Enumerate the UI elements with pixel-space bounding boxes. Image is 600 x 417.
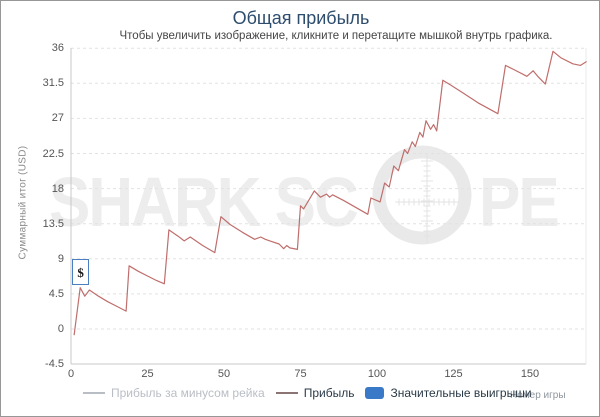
gridlines <box>71 47 586 330</box>
scope-watermark-icon <box>372 145 472 245</box>
x-axis-title: Номер игры <box>510 390 566 401</box>
significant-win-marker: $ <box>72 258 90 285</box>
x-tick-label: 50 <box>217 368 231 380</box>
y-tick-label: 22.5 <box>42 147 64 160</box>
chart-title: Общая прибыль <box>232 8 370 28</box>
x-tick-label: 25 <box>141 368 154 380</box>
legend-square-icon <box>365 387 385 399</box>
legend: Прибыль за минусом рейка Прибыль Значитель… <box>83 384 532 402</box>
legend-label: Прибыль <box>303 386 355 400</box>
legend-item-2: Значительные выигрыши <box>365 386 532 400</box>
y-tick-label: 4.5 <box>48 287 64 300</box>
y-tick-label: 18 <box>51 182 64 195</box>
x-tick-label: 150 <box>520 368 540 380</box>
watermark-text-right: PE <box>479 164 560 242</box>
y-tick-label: -4.5 <box>45 358 64 371</box>
axes <box>70 48 587 365</box>
legend-line-icon <box>83 392 105 394</box>
y-tick-label: 36 <box>51 42 64 55</box>
y-tick-label: 27 <box>51 112 64 125</box>
x-tick-label: 100 <box>367 368 387 380</box>
legend-line-icon <box>275 392 298 394</box>
x-tick-label: 75 <box>294 368 307 380</box>
profit-line-series <box>73 50 587 336</box>
legend-item-1: Прибыль <box>275 386 355 400</box>
y-tick-label: 31.5 <box>42 77 64 90</box>
legend-label: Значительные выигрыши <box>390 386 532 400</box>
chart-subtitle: Чтобы увеличить изображение, кликните и … <box>119 30 553 42</box>
y-tick-label: 0 <box>57 323 64 335</box>
y-tick-label: 9 <box>57 252 64 265</box>
chart-plot-area[interactable] <box>71 48 586 364</box>
y-axis-title: Суммарный итог (USD) <box>17 145 29 260</box>
legend-item-0: Прибыль за минусом рейка <box>83 386 265 400</box>
x-tick-label: 125 <box>444 368 463 380</box>
legend-label: Прибыль за минусом рейка <box>111 386 265 400</box>
y-tick-label: 13.5 <box>42 217 64 230</box>
x-tick-label: 0 <box>67 368 75 380</box>
